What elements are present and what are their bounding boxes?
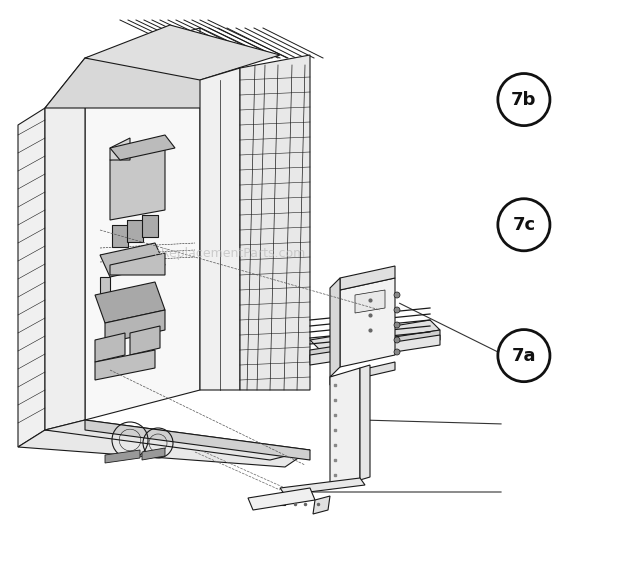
Circle shape [394,307,400,313]
Polygon shape [110,135,175,160]
Polygon shape [110,253,165,275]
Polygon shape [45,420,310,460]
Circle shape [498,199,550,251]
Polygon shape [95,282,165,323]
Polygon shape [100,277,110,295]
Polygon shape [112,225,128,247]
Polygon shape [45,58,280,108]
Polygon shape [280,495,285,505]
Polygon shape [340,278,395,367]
Polygon shape [18,108,45,447]
Polygon shape [330,278,340,377]
Polygon shape [110,148,165,220]
Polygon shape [240,55,310,390]
Circle shape [498,329,550,382]
Polygon shape [142,448,165,460]
Polygon shape [310,330,440,360]
Polygon shape [340,266,395,290]
Text: eReplacementParts.com: eReplacementParts.com [153,247,306,259]
Circle shape [394,322,400,328]
Polygon shape [18,430,310,467]
Circle shape [394,349,400,355]
Polygon shape [248,488,315,510]
Polygon shape [85,420,310,460]
Polygon shape [330,362,395,385]
Polygon shape [310,335,440,365]
Polygon shape [127,220,143,242]
Circle shape [394,292,400,298]
Polygon shape [85,28,200,420]
Polygon shape [355,290,385,313]
Polygon shape [280,478,365,495]
Polygon shape [95,350,155,380]
Text: 7b: 7b [512,90,536,109]
Polygon shape [130,326,160,355]
Text: 7c: 7c [512,216,536,234]
Polygon shape [330,368,360,489]
Polygon shape [45,58,85,430]
Polygon shape [200,68,240,390]
Circle shape [498,73,550,126]
Text: 7a: 7a [512,347,536,365]
Polygon shape [100,243,165,277]
Polygon shape [95,333,125,362]
Circle shape [394,337,400,343]
Polygon shape [110,138,130,160]
Polygon shape [360,365,370,480]
Polygon shape [85,25,280,80]
Polygon shape [142,215,158,237]
Polygon shape [105,310,165,343]
Polygon shape [310,320,440,350]
Polygon shape [313,496,330,514]
Polygon shape [105,450,140,463]
